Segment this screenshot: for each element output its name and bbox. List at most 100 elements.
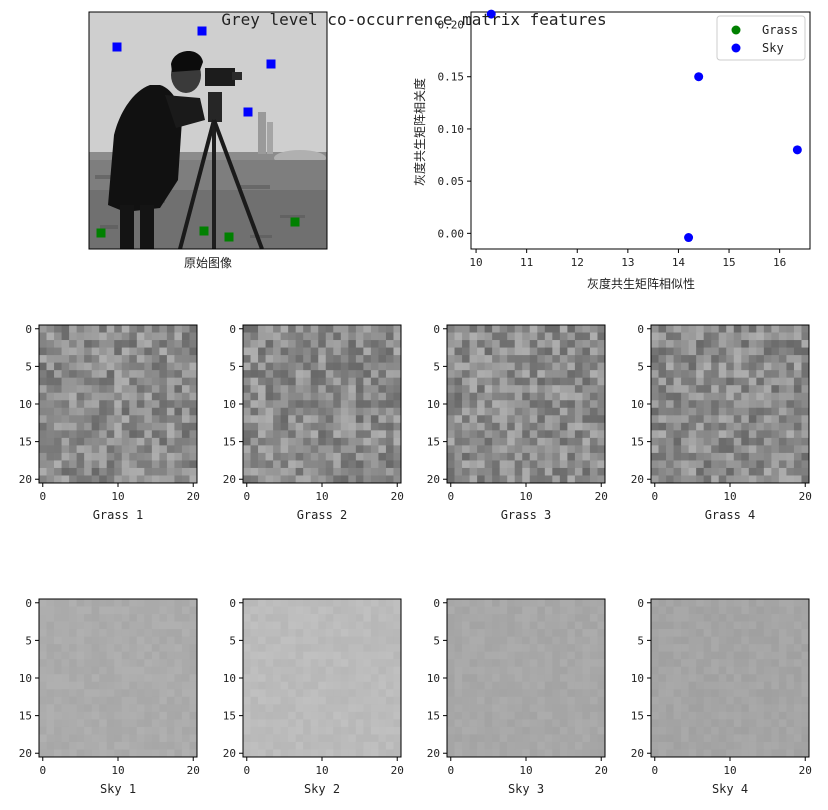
patch-cell [325,400,334,409]
patch-cell [522,475,531,484]
patch-cell [492,370,501,379]
patch-cell [666,696,674,705]
patch-cell [54,340,62,348]
patch-cell [673,621,682,630]
patch-cell [370,651,379,660]
patch-cell [801,430,810,439]
patch-cell [718,606,727,615]
patch-cell [582,719,591,728]
patch-cell [318,347,327,356]
patch-cell [711,340,720,348]
patch-cell [76,704,85,713]
patch-cell [295,370,304,379]
patch-cell [84,674,93,683]
legend-marker-grass [731,25,741,35]
patch-cell [333,460,342,469]
patch-cell [355,749,364,758]
patch-cell [295,599,304,607]
patch-cell [106,362,115,371]
patch-cell [144,467,153,476]
patch-cell [363,666,372,675]
patch-cell [447,599,455,607]
patch-cell [348,606,357,615]
patch-cell [703,407,712,416]
patch-cell [771,621,780,630]
patch-cell [144,437,153,446]
patch-cell [61,599,70,607]
patch-cell [559,340,568,348]
patch-cell [711,452,720,461]
patch-cell [763,430,772,439]
patch-cell [718,347,727,356]
patch-cell [801,445,810,454]
patch-cell [159,370,168,379]
patch-cell [673,475,682,484]
patch-cell [462,621,470,630]
patch-cell [363,325,372,333]
patch-cell [696,689,705,698]
patch-cell [69,621,78,630]
patch-cell [499,422,508,431]
patch-cell [295,415,304,424]
patch-cell [574,340,583,348]
patch-cell [258,749,266,758]
patch-cell [733,704,742,713]
patch-cell [597,475,606,484]
patch-cell [778,666,787,675]
patch-cell [54,452,62,461]
patch-cell [477,749,486,758]
patch-cell [69,599,78,607]
patch-cell [280,400,289,409]
patch-cell [597,629,606,638]
patch-cell [273,614,282,622]
patch-cell [711,734,720,743]
patch-cell [507,689,516,698]
patch-cell [447,644,455,653]
patch-cell [273,659,282,668]
patch-cell [529,651,538,660]
patch-cell [711,437,720,446]
patch-cell [325,681,334,690]
patch-cell [499,347,508,356]
patch-cell [318,467,327,476]
patch-cell [325,689,334,698]
patch-cell [507,606,516,615]
patch-cell [756,385,765,394]
patch-cell [39,704,47,713]
patch-cell [688,460,697,469]
patch-cell [673,659,682,668]
patch-cell [114,621,123,630]
patch-cell [288,362,297,371]
patch-cell [589,614,598,622]
patch-cell [733,347,742,356]
patch-cell [129,599,138,607]
patch-cell [136,606,145,615]
patch-cell [673,332,682,341]
patch-cell [696,726,705,735]
patch-cell [507,741,516,750]
scatter-ytick-label: 0.10 [438,123,465,136]
patch-cell [597,644,606,653]
patch-cell [484,467,493,476]
patch-cell [106,681,115,690]
patch-cell [378,377,387,386]
patch-cell [325,422,334,431]
patch-cell [552,636,561,645]
patch-cell [76,659,85,668]
patch-cell [166,651,175,660]
patch-cell [54,741,62,750]
patch-cell [529,599,538,607]
patch-cell [499,629,508,638]
patch-cell [318,659,327,668]
patch-cell [121,711,130,720]
patch-cell [462,734,470,743]
patch-cell [748,599,757,607]
patch-cell [310,437,319,446]
patch-cell [666,377,674,386]
patch-cell [711,719,720,728]
patch-cell [166,711,175,720]
patch-cell [181,362,190,371]
patch-cell [144,606,153,615]
patch-cell [552,407,561,416]
patch-cell [393,629,402,638]
